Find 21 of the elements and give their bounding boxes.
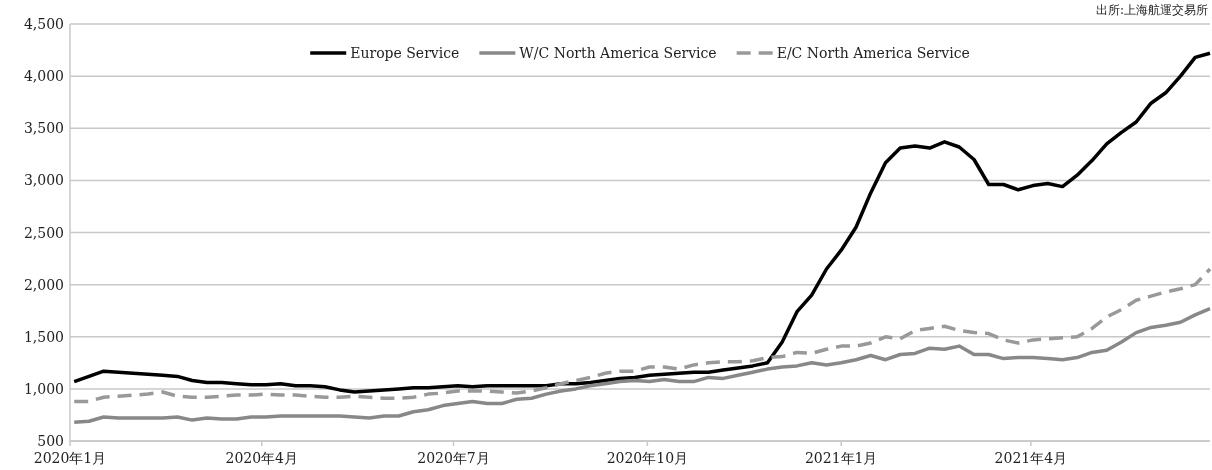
x-tick-label: 2020年1月	[33, 450, 107, 466]
line-series	[72, 267, 1212, 404]
y-tick-label: 2,000	[23, 276, 64, 293]
x-tick-label: 2021年4月	[994, 450, 1068, 466]
y-tick-label: 4,000	[23, 68, 64, 85]
x-tick-label: 2020年10月	[606, 450, 689, 466]
legend-label: Europe Service	[350, 45, 460, 61]
text: 出所:上海航運交易所	[1095, 3, 1208, 17]
y-tick-label: 1,000	[23, 380, 64, 397]
y-tick-label: 1,500	[23, 328, 64, 345]
legend-label: E/C North America Service	[776, 45, 970, 61]
y-tick-label: 4,500	[23, 16, 64, 32]
x-tick-label: 2021年1月	[804, 450, 878, 466]
x-tick-label: 2020年7月	[417, 450, 490, 466]
y-tick-label: 2,500	[23, 224, 64, 241]
legend-label: W/C North America Service	[519, 45, 717, 61]
x-tick-label: 2020年4月	[225, 450, 299, 466]
y-tick-label: 500	[37, 433, 64, 449]
y-tick-label: 3,500	[23, 120, 64, 137]
line-series	[72, 306, 1212, 424]
y-tick-label: 3,000	[23, 172, 64, 189]
